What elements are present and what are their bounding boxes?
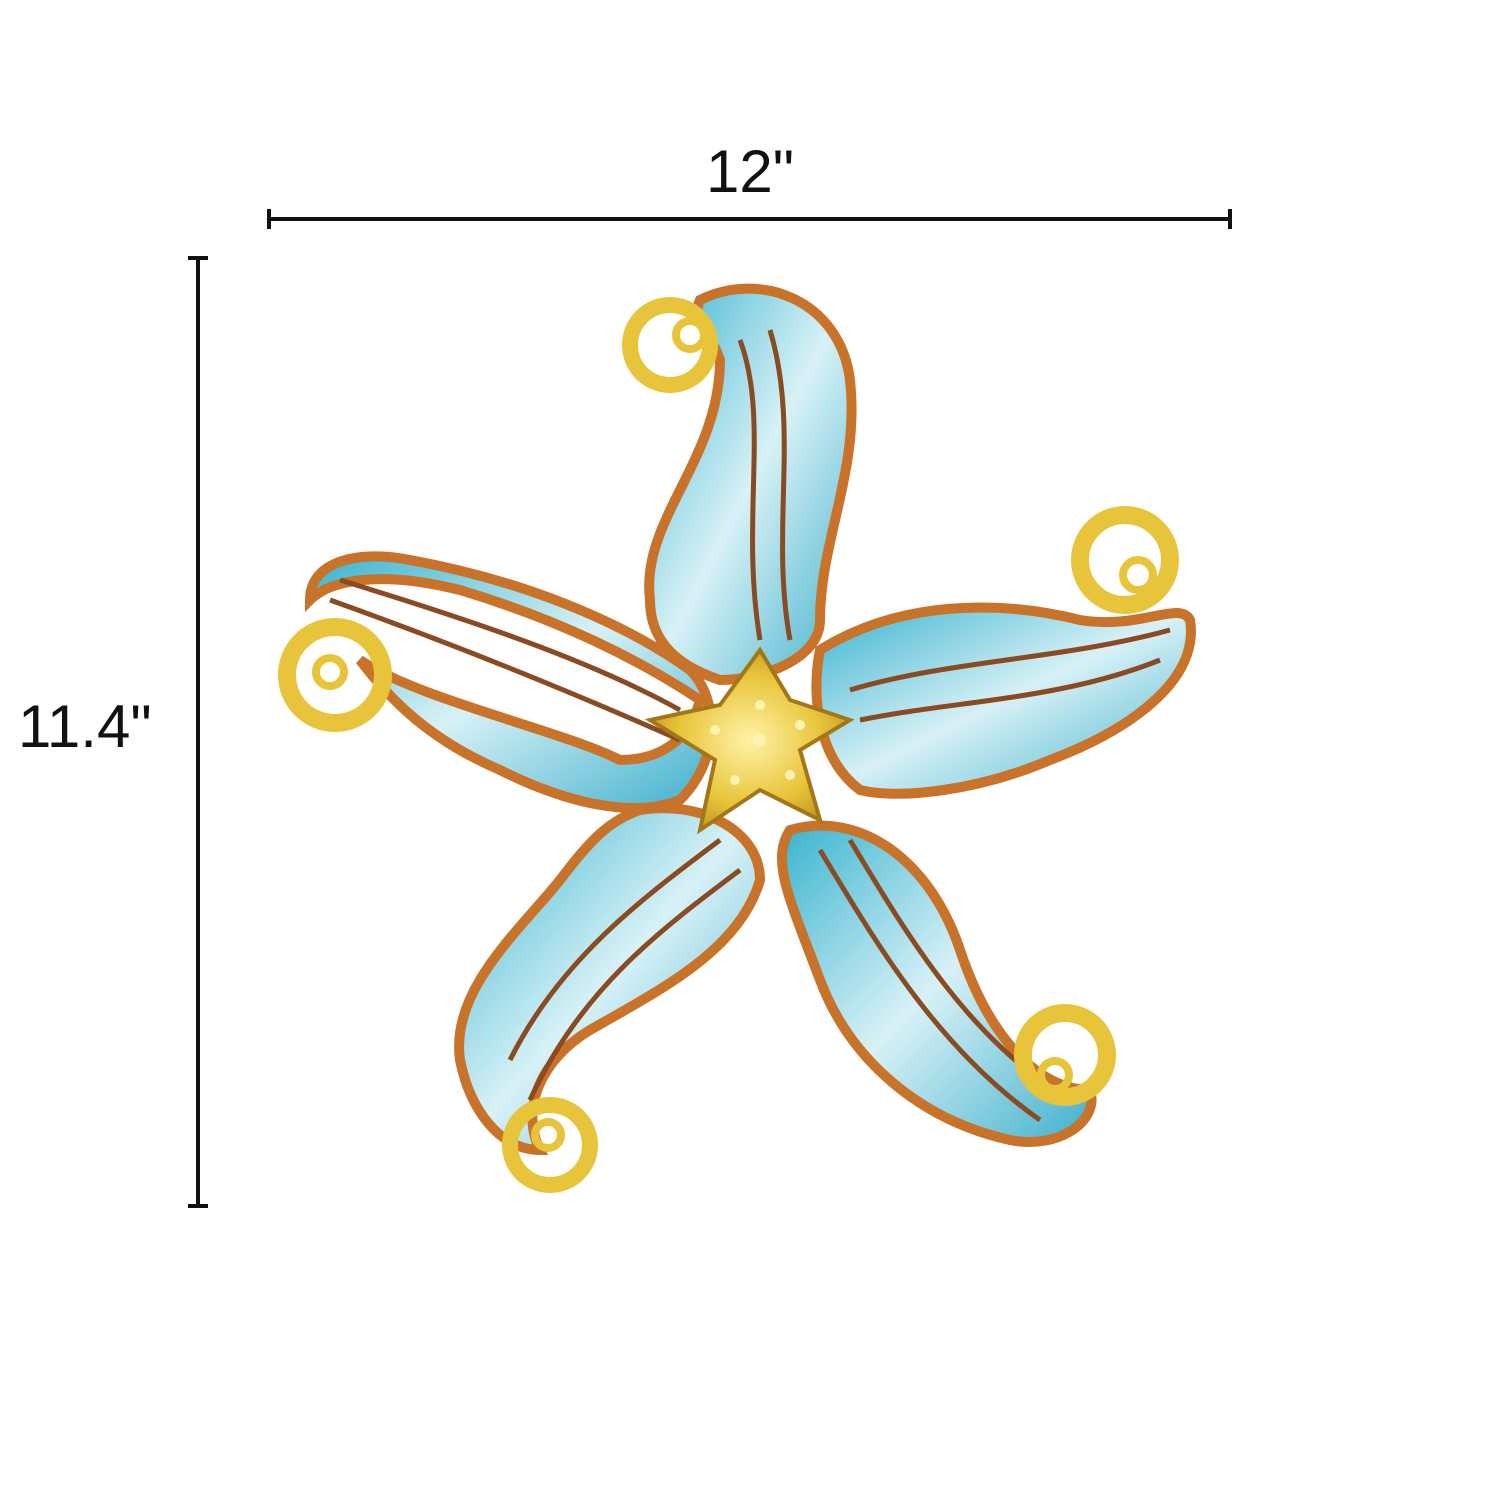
height-dimension-label: 11.4" <box>18 693 152 760</box>
width-dimension-line <box>267 209 1232 229</box>
starfish-arm-bottom-right <box>777 820 1116 1147</box>
starfish-icon <box>278 283 1196 1193</box>
height-dimension-line <box>188 256 208 1208</box>
starfish-arm-bottom-left <box>454 803 766 1193</box>
starfish-arm-top <box>622 283 857 686</box>
starfish-arm-right <box>811 506 1196 799</box>
width-dimension-label: 12" <box>705 138 795 205</box>
starfish-center <box>644 646 855 835</box>
